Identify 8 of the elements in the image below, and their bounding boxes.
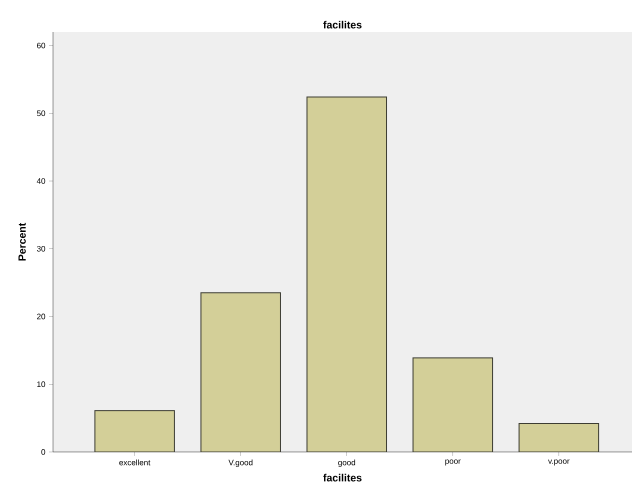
y-axis-title: Percent	[18, 222, 26, 260]
x-axis-title: facilites	[323, 474, 362, 482]
bar	[94, 410, 175, 452]
bar	[306, 96, 388, 452]
bar	[200, 292, 281, 452]
bar	[518, 423, 600, 452]
chart-title: facilites	[323, 20, 362, 28]
bar	[412, 357, 494, 452]
